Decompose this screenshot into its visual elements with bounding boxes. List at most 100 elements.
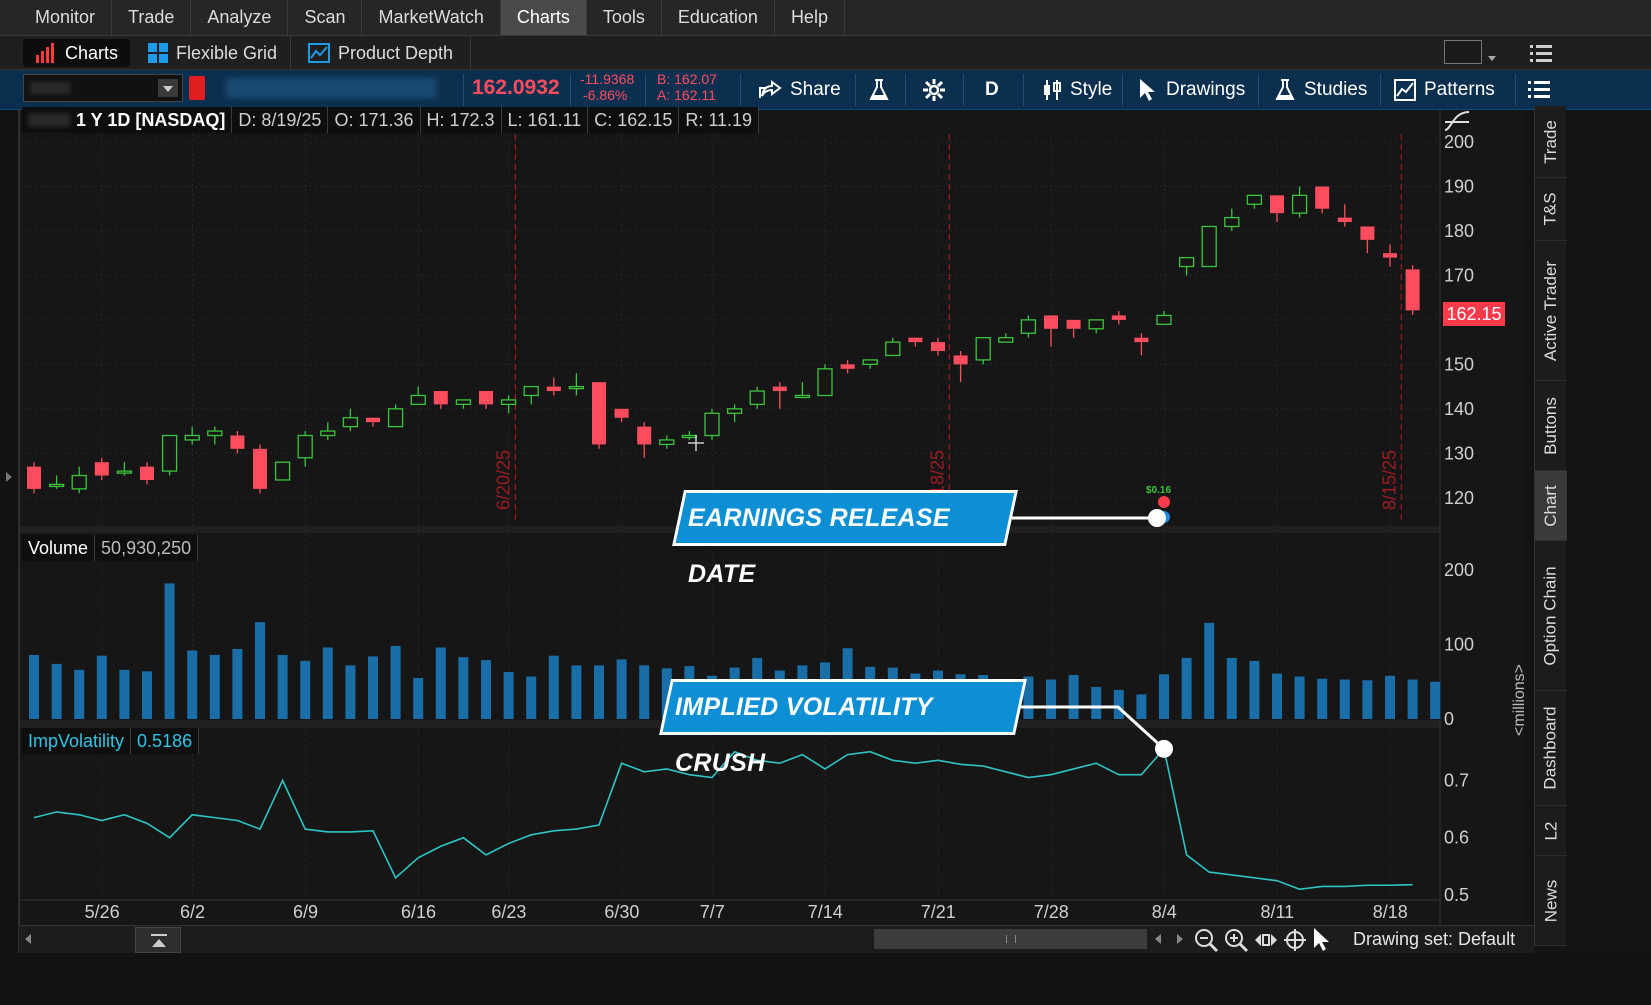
crosshair-icon[interactable] [1282,927,1308,953]
price-candle-body [27,466,41,489]
sidetab-dashboard[interactable]: Dashboard [1535,691,1567,806]
time-axis-tick: 8/4 [1152,902,1177,922]
menu-marketwatch[interactable]: MarketWatch [362,0,501,35]
volume-bar [187,650,198,719]
menu-scan[interactable]: Scan [288,0,363,35]
price-candle-body [1134,337,1149,343]
study-curve-icon[interactable] [1443,108,1471,134]
scroll-forward-arrow-icon[interactable] [1177,934,1183,944]
volume-bar [571,665,582,719]
aggregation-button[interactable]: D [985,74,999,106]
expand-left-panel-icon[interactable] [6,472,12,482]
right-side-panel-tabs: Trade T&S Active Trader Buttons Chart Option … [1534,106,1567,946]
menu-tools[interactable]: Tools [587,0,662,35]
scroll-left-arrow-icon[interactable] [25,934,31,944]
blurred-symbol [28,113,70,127]
sidetab-label: T&S [1541,192,1560,226]
gear-icon [923,79,945,101]
price-candle-body [1066,319,1081,329]
price-candle-body [1270,195,1284,214]
earnings-release-callout: EARNINGS RELEASE DATE [672,490,1018,588]
drawing-set-label[interactable]: Drawing set: Default [1353,929,1516,949]
volume-bar [1046,679,1056,719]
subtab-divider [290,36,291,70]
horizontal-scrollbar-thumb[interactable] [874,929,1147,949]
volume-bar [1385,675,1395,719]
sidetab-option-chain[interactable]: Option Chain [1535,541,1567,691]
menu-education[interactable]: Education [662,0,775,35]
style-button[interactable]: Style [1042,74,1112,106]
expand-panel-button[interactable] [135,927,181,953]
price-candle-body [1224,216,1240,228]
volume-bar [1226,657,1237,719]
sidetab-active-trader[interactable]: Active Trader [1535,241,1567,381]
time-axis-tick: 6/2 [180,902,205,922]
volume-axis-tick: 200 [1444,560,1474,580]
sidetab-label: Buttons [1541,396,1560,455]
time-axis-tick: 8/11 [1260,902,1294,922]
menu-monitor[interactable]: Monitor [19,0,113,35]
subtab-product-depth[interactable]: Product Depth [296,39,465,67]
price-candle-body [71,474,87,490]
chart-area[interactable]: 1201301401501601701801902006/20/257/18/2… [19,107,1528,970]
volume-bar [594,665,604,719]
price-candle-body [94,462,109,476]
sidetab-label: Option Chain [1541,565,1561,666]
sidetab-l2[interactable]: L2 [1535,806,1567,856]
subtab-charts[interactable]: Charts [23,39,131,67]
share-label: Share [790,79,841,100]
symbol-input[interactable] [23,74,183,102]
net-change-pct: -6.86% [583,87,628,103]
menu-help[interactable]: Help [775,0,845,35]
toolbar-divider [1023,74,1024,106]
list-menu-icon[interactable] [1530,42,1552,64]
flask-icon [869,79,889,100]
symbol-link-icon[interactable] [189,76,205,100]
left-collapse-gutter[interactable] [0,110,19,953]
subtab-flexible-grid[interactable]: Flexible Grid [136,39,289,67]
time-axis-tick: 7/28 [1034,902,1069,922]
share-button[interactable]: Share [758,74,841,106]
menu-trade[interactable]: Trade [112,0,192,35]
pan-icon[interactable] [1253,927,1279,953]
iv-callout-connector [1015,705,1166,750]
price-candle-body [455,399,472,406]
sidetab-t-s[interactable]: T&S [1535,178,1567,241]
flask-button[interactable] [868,74,890,106]
volume-bar [255,622,265,719]
layout-selector-button[interactable] [1444,40,1482,64]
implied-volatility-line [33,747,1413,891]
chart-list-menu-icon[interactable] [1528,78,1550,100]
sidetab-buttons[interactable]: Buttons [1535,381,1567,471]
sidetab-chart[interactable]: Chart [1535,471,1567,541]
settings-button[interactable] [922,74,946,106]
current-price-tag: 162.15 [1443,302,1505,326]
volume-bar [322,647,333,719]
sidetab-trade[interactable]: Trade [1535,106,1567,178]
price-candle-body [1360,226,1375,240]
drawings-button[interactable]: Drawings [1138,74,1245,106]
volume-bar [1159,674,1169,719]
studies-button[interactable]: Studies [1274,74,1367,106]
menu-charts[interactable]: Charts [500,0,587,35]
volume-bar [345,665,356,719]
zoom-in-icon[interactable] [1223,927,1249,953]
sidetab-label: News [1541,879,1561,922]
patterns-button[interactable]: Patterns [1394,74,1495,106]
info-open: O: 171.36 [328,107,421,133]
pointer-icon[interactable] [1311,927,1333,953]
symbol-dropdown-button[interactable] [158,79,178,97]
subtab-product-depth-label: Product Depth [338,42,454,63]
price-candle-body [704,412,720,437]
menu-analyze[interactable]: Analyze [191,0,289,35]
volume-bar [142,671,152,719]
scroll-back-arrow-icon[interactable] [1155,934,1161,944]
sidetab-news[interactable]: News [1535,856,1567,946]
volume-bar [368,656,378,719]
layout-dropdown-arrow-icon[interactable] [1488,56,1496,61]
price-candle-body [546,386,561,392]
drawings-label: Drawings [1166,79,1246,100]
subtab-flexible-grid-label: Flexible Grid [176,42,278,63]
zoom-out-icon[interactable] [1193,927,1219,953]
volume-bar [1294,676,1305,719]
